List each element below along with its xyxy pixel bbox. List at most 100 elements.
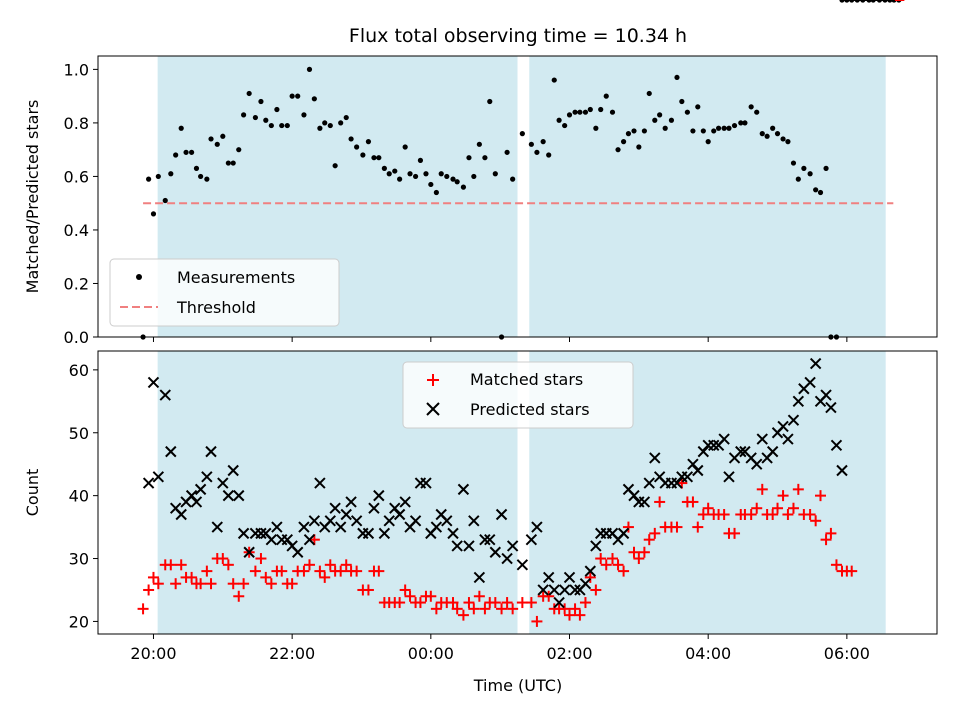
measurement-point [168,171,174,177]
predicted-star-point [718,433,730,445]
matched-star-point [324,559,336,571]
measurement-point [466,155,472,161]
predicted-star-point [473,571,486,584]
predicted-star-point [159,389,171,401]
matched-star-point [165,559,177,571]
predicted-star-point [468,515,480,527]
measurement-point [528,141,534,147]
measurement-point [540,139,546,145]
matched-star-point [298,565,310,577]
measurement-point [636,144,642,150]
measurement-point [311,96,317,102]
measurement-point [748,104,754,110]
predicted-star-point [708,439,720,452]
predicted-star-point [165,445,177,458]
predicted-star-point [766,445,779,458]
predicted-star-point [457,483,470,496]
measurement-point [738,120,744,126]
y-tick-label-bot-1: 30 [69,550,89,569]
matched-star-point [830,559,842,571]
measurement-point [519,131,525,137]
matched-star-point [451,603,463,615]
y-tick-label-top-3: 0.6 [64,167,89,186]
matched-star-point [815,490,827,502]
legend-bottom-box [402,361,634,429]
measurement-point [360,152,366,158]
predicted-star-point [441,515,453,527]
measurement-point [582,109,589,115]
predicted-star-point [542,571,555,584]
predicted-star-point [820,389,832,401]
predicted-star-point [638,496,651,508]
measurement-point [279,122,285,129]
matched-star-point [633,553,645,565]
matched-star-point [820,534,832,546]
measurement-point [807,171,813,177]
predicted-star-point [751,458,763,470]
matched-star-point [654,496,666,508]
measurement-point [301,112,307,118]
matched-star-point [559,603,571,615]
matched-star-point [222,559,234,571]
predicted-star-point [792,395,805,408]
x-tick-label-5: 06:00 [824,644,870,663]
matched-stars-points [137,0,905,627]
measurement-point [785,139,791,145]
predicted-star-point [217,477,229,489]
measurement-point [823,165,829,171]
matched-star-point [846,565,858,577]
predicted-star-point [579,577,592,590]
matched-star-point [618,565,630,577]
predicted-star-point [373,489,385,502]
predicted-star-point [255,527,267,540]
predicted-star-point [298,521,310,533]
legend-top-box [109,258,340,327]
predicted-star-point [548,584,560,596]
matched-star-point [152,578,164,590]
matched-star-point [810,515,822,527]
y-tick-label-top-5: 1.0 [64,60,89,79]
y-tick-label-top-4: 0.8 [64,114,89,133]
matched-star-point [479,603,491,615]
measurement-point [343,114,349,121]
matched-star-point [638,546,650,558]
matched-star-point [276,565,288,577]
y-tick-label-bot-3: 50 [69,424,89,443]
predicted-star-point [723,471,735,483]
matched-star-point [233,590,245,602]
matched-star-point [579,597,591,609]
matched-star-point [643,534,655,546]
predicted-star-point [368,502,380,514]
measurement-point [625,131,632,137]
matched-star-point [489,597,501,609]
measurement-point [381,165,387,171]
measurement-point [562,122,568,129]
measurement-point [572,109,578,115]
measurement-point [546,152,552,158]
chart-title: Flux total observing time = 10.34 h [349,25,687,47]
measurement-point [289,93,295,99]
predicted-star-point [222,489,235,502]
predicted-star-point [692,464,704,477]
matched-star-point [584,571,596,583]
matched-star-point [303,559,315,571]
predicted-star-point [190,496,203,508]
predicted-star-point [265,533,278,546]
predicted-star-point [479,533,491,546]
predicted-star-point [142,477,155,489]
matched-star-point [227,578,239,590]
x-tick-label-0: 20:00 [130,644,176,663]
measurement-point [376,155,382,161]
predicted-star-point [782,433,794,445]
measurement-point [193,165,200,171]
measurement-point [263,117,269,123]
measurement-point [348,136,354,142]
predicted-star-point [211,521,223,533]
measurement-point [252,114,258,121]
measurement-point [556,117,562,123]
matched-star-point [687,496,699,508]
predicted-star-point [147,376,160,389]
predicted-star-point [501,552,513,565]
measurement-point [214,141,220,147]
